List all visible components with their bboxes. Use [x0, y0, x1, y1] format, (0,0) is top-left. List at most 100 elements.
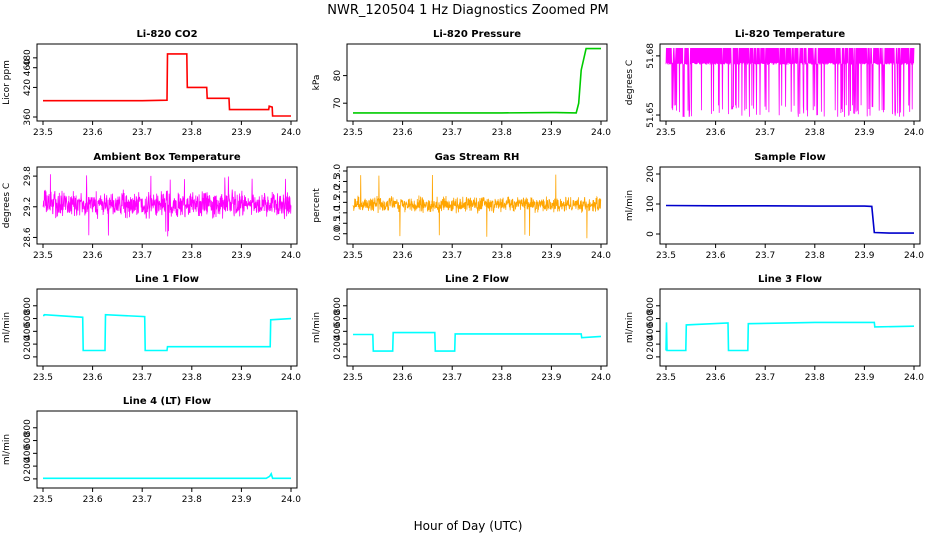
x-tick-label: 23.6 — [393, 251, 413, 261]
x-tick-label: 23.7 — [132, 128, 152, 138]
panel-title: Li-820 CO2 — [136, 29, 197, 40]
series-line — [665, 204, 914, 234]
x-tick-label: 23.8 — [182, 251, 202, 261]
y-tick-label: 2.5 — [333, 174, 343, 188]
x-tick-label: 24.0 — [591, 128, 611, 138]
y-tick-label: 0 — [646, 231, 656, 237]
x-tick-label: 23.9 — [854, 373, 874, 383]
y-tick-label: 420 — [23, 79, 33, 96]
panel-title: Line 3 Flow — [758, 274, 822, 285]
y-tick-label: 600 — [23, 310, 33, 327]
y-tick-label: 600 — [646, 310, 656, 327]
y-tick-label: 200 — [646, 335, 656, 352]
x-tick-label: 23.6 — [83, 495, 103, 505]
x-tick-label: 23.5 — [343, 128, 363, 138]
y-tick-label: 80 — [333, 70, 343, 82]
x-tick-label: 23.9 — [541, 251, 561, 261]
x-tick-label: 24.0 — [281, 495, 301, 505]
panel-sample: Sample Flow ml/min 23.5 23.6 23.7 23.8 23.9 24.… — [625, 152, 924, 261]
y-tick-label: 200 — [646, 165, 656, 182]
x-tick-label: 23.8 — [492, 373, 512, 383]
panel-line3: Line 3 Flow ml/min 23.5 23.6 23.7 23.8 23.9 24.… — [625, 274, 924, 383]
panel-title: Sample Flow — [754, 152, 826, 163]
series-line — [43, 313, 292, 352]
y-tick-label: 29.2 — [23, 197, 33, 217]
x-tick-label: 23.7 — [132, 373, 152, 383]
y-tick-label: 0 — [23, 476, 33, 482]
y-axis-label: ml/min — [2, 434, 12, 465]
x-tick-label: 24.0 — [281, 251, 301, 261]
y-tick-label: 51.65 — [646, 102, 656, 128]
y-tick-label: 3.0 — [333, 164, 343, 179]
panel-line4: Line 4 (LT) Flow ml/min 23.5 23.6 23.7 23.8 23… — [2, 396, 301, 505]
x-tick-label: 23.7 — [132, 495, 152, 505]
panel-title: Line 2 Flow — [445, 274, 509, 285]
y-tick-label: 0 — [333, 354, 343, 360]
y-tick-label: 400 — [23, 444, 33, 461]
plot-frame — [346, 288, 608, 367]
series-line — [43, 471, 291, 480]
x-tick-label: 23.9 — [854, 128, 874, 138]
y-axis-label: kPa — [312, 75, 322, 91]
panel-pressure: Li-820 Pressure kPa 23.5 23.6 23.7 23.8 23.9 24… — [312, 29, 611, 138]
panel-title: Ambient Box Temperature — [93, 152, 240, 163]
x-tick-label: 23.8 — [492, 128, 512, 138]
y-tick-label: 1.0 — [333, 205, 343, 220]
y-tick-label: 800 — [23, 419, 33, 436]
x-tick-label: 23.6 — [83, 128, 103, 138]
x-tick-label: 23.9 — [541, 373, 561, 383]
plot-frame — [659, 288, 921, 367]
y-tick-label: 51.68 — [646, 43, 656, 69]
y-axis-label: Licor ppm — [2, 60, 12, 105]
y-tick-label: 600 — [333, 310, 343, 327]
x-tick-label: 23.5 — [343, 251, 363, 261]
x-tick-label: 23.9 — [854, 251, 874, 261]
x-tick-label: 24.0 — [281, 373, 301, 383]
x-tick-label: 23.5 — [33, 251, 53, 261]
x-tick-label: 23.6 — [706, 373, 726, 383]
x-tick-label: 23.8 — [492, 251, 512, 261]
x-tick-label: 23.8 — [182, 495, 202, 505]
y-tick-label: 800 — [333, 297, 343, 314]
x-tick-label: 23.8 — [805, 128, 825, 138]
panels: Li-820 CO2 Licor ppm 23.5 23.6 23.7 23.8 23.9 2… — [2, 29, 924, 505]
x-tick-label: 23.5 — [656, 373, 676, 383]
x-tick-label: 23.5 — [343, 373, 363, 383]
y-tick-label: 28.6 — [23, 227, 33, 247]
panel-co2: Li-820 CO2 Licor ppm 23.5 23.6 23.7 23.8 23.9 2… — [2, 29, 301, 138]
y-tick-label: 360 — [23, 108, 33, 125]
x-tick-label: 23.5 — [656, 128, 676, 138]
series-line — [42, 174, 292, 237]
y-axis-label: degrees C — [2, 183, 12, 228]
series-line — [665, 321, 915, 352]
plot-frame — [36, 166, 298, 245]
panel-title: Line 4 (LT) Flow — [123, 396, 211, 407]
y-axis-label: ml/min — [625, 190, 635, 221]
x-tick-label: 23.8 — [182, 373, 202, 383]
panel-line2: Line 2 Flow ml/min 23.5 23.6 23.7 23.8 23.9 24.… — [312, 274, 611, 383]
y-tick-label: 100 — [646, 195, 656, 212]
x-tick-label: 23.7 — [755, 251, 775, 261]
y-tick-label: 0.0 — [333, 226, 343, 241]
x-tick-label: 23.9 — [231, 251, 251, 261]
plot-frame — [659, 166, 921, 245]
y-tick-label: 0.5 — [333, 216, 343, 230]
y-tick-label: 200 — [23, 335, 33, 352]
x-tick-label: 24.0 — [904, 373, 924, 383]
y-axis-label: degrees C — [625, 60, 635, 105]
x-axis-label: Hour of Day (UTC) — [414, 519, 523, 533]
y-tick-label: 400 — [333, 322, 343, 339]
x-tick-label: 23.7 — [442, 373, 462, 383]
y-tick-label: 480 — [23, 49, 33, 66]
series-line — [43, 53, 291, 117]
panel-title: Gas Stream RH — [435, 152, 520, 163]
figure-title: NWR_120504 1 Hz Diagnostics Zoomed PM — [327, 3, 609, 18]
y-tick-label: 0 — [23, 354, 33, 360]
y-tick-label: 400 — [646, 322, 656, 339]
plot-frame — [36, 288, 298, 367]
plot-frame — [36, 410, 298, 489]
y-tick-label: 200 — [23, 457, 33, 474]
x-tick-label: 23.6 — [393, 373, 413, 383]
x-tick-label: 23.8 — [805, 373, 825, 383]
x-tick-label: 23.6 — [706, 128, 726, 138]
